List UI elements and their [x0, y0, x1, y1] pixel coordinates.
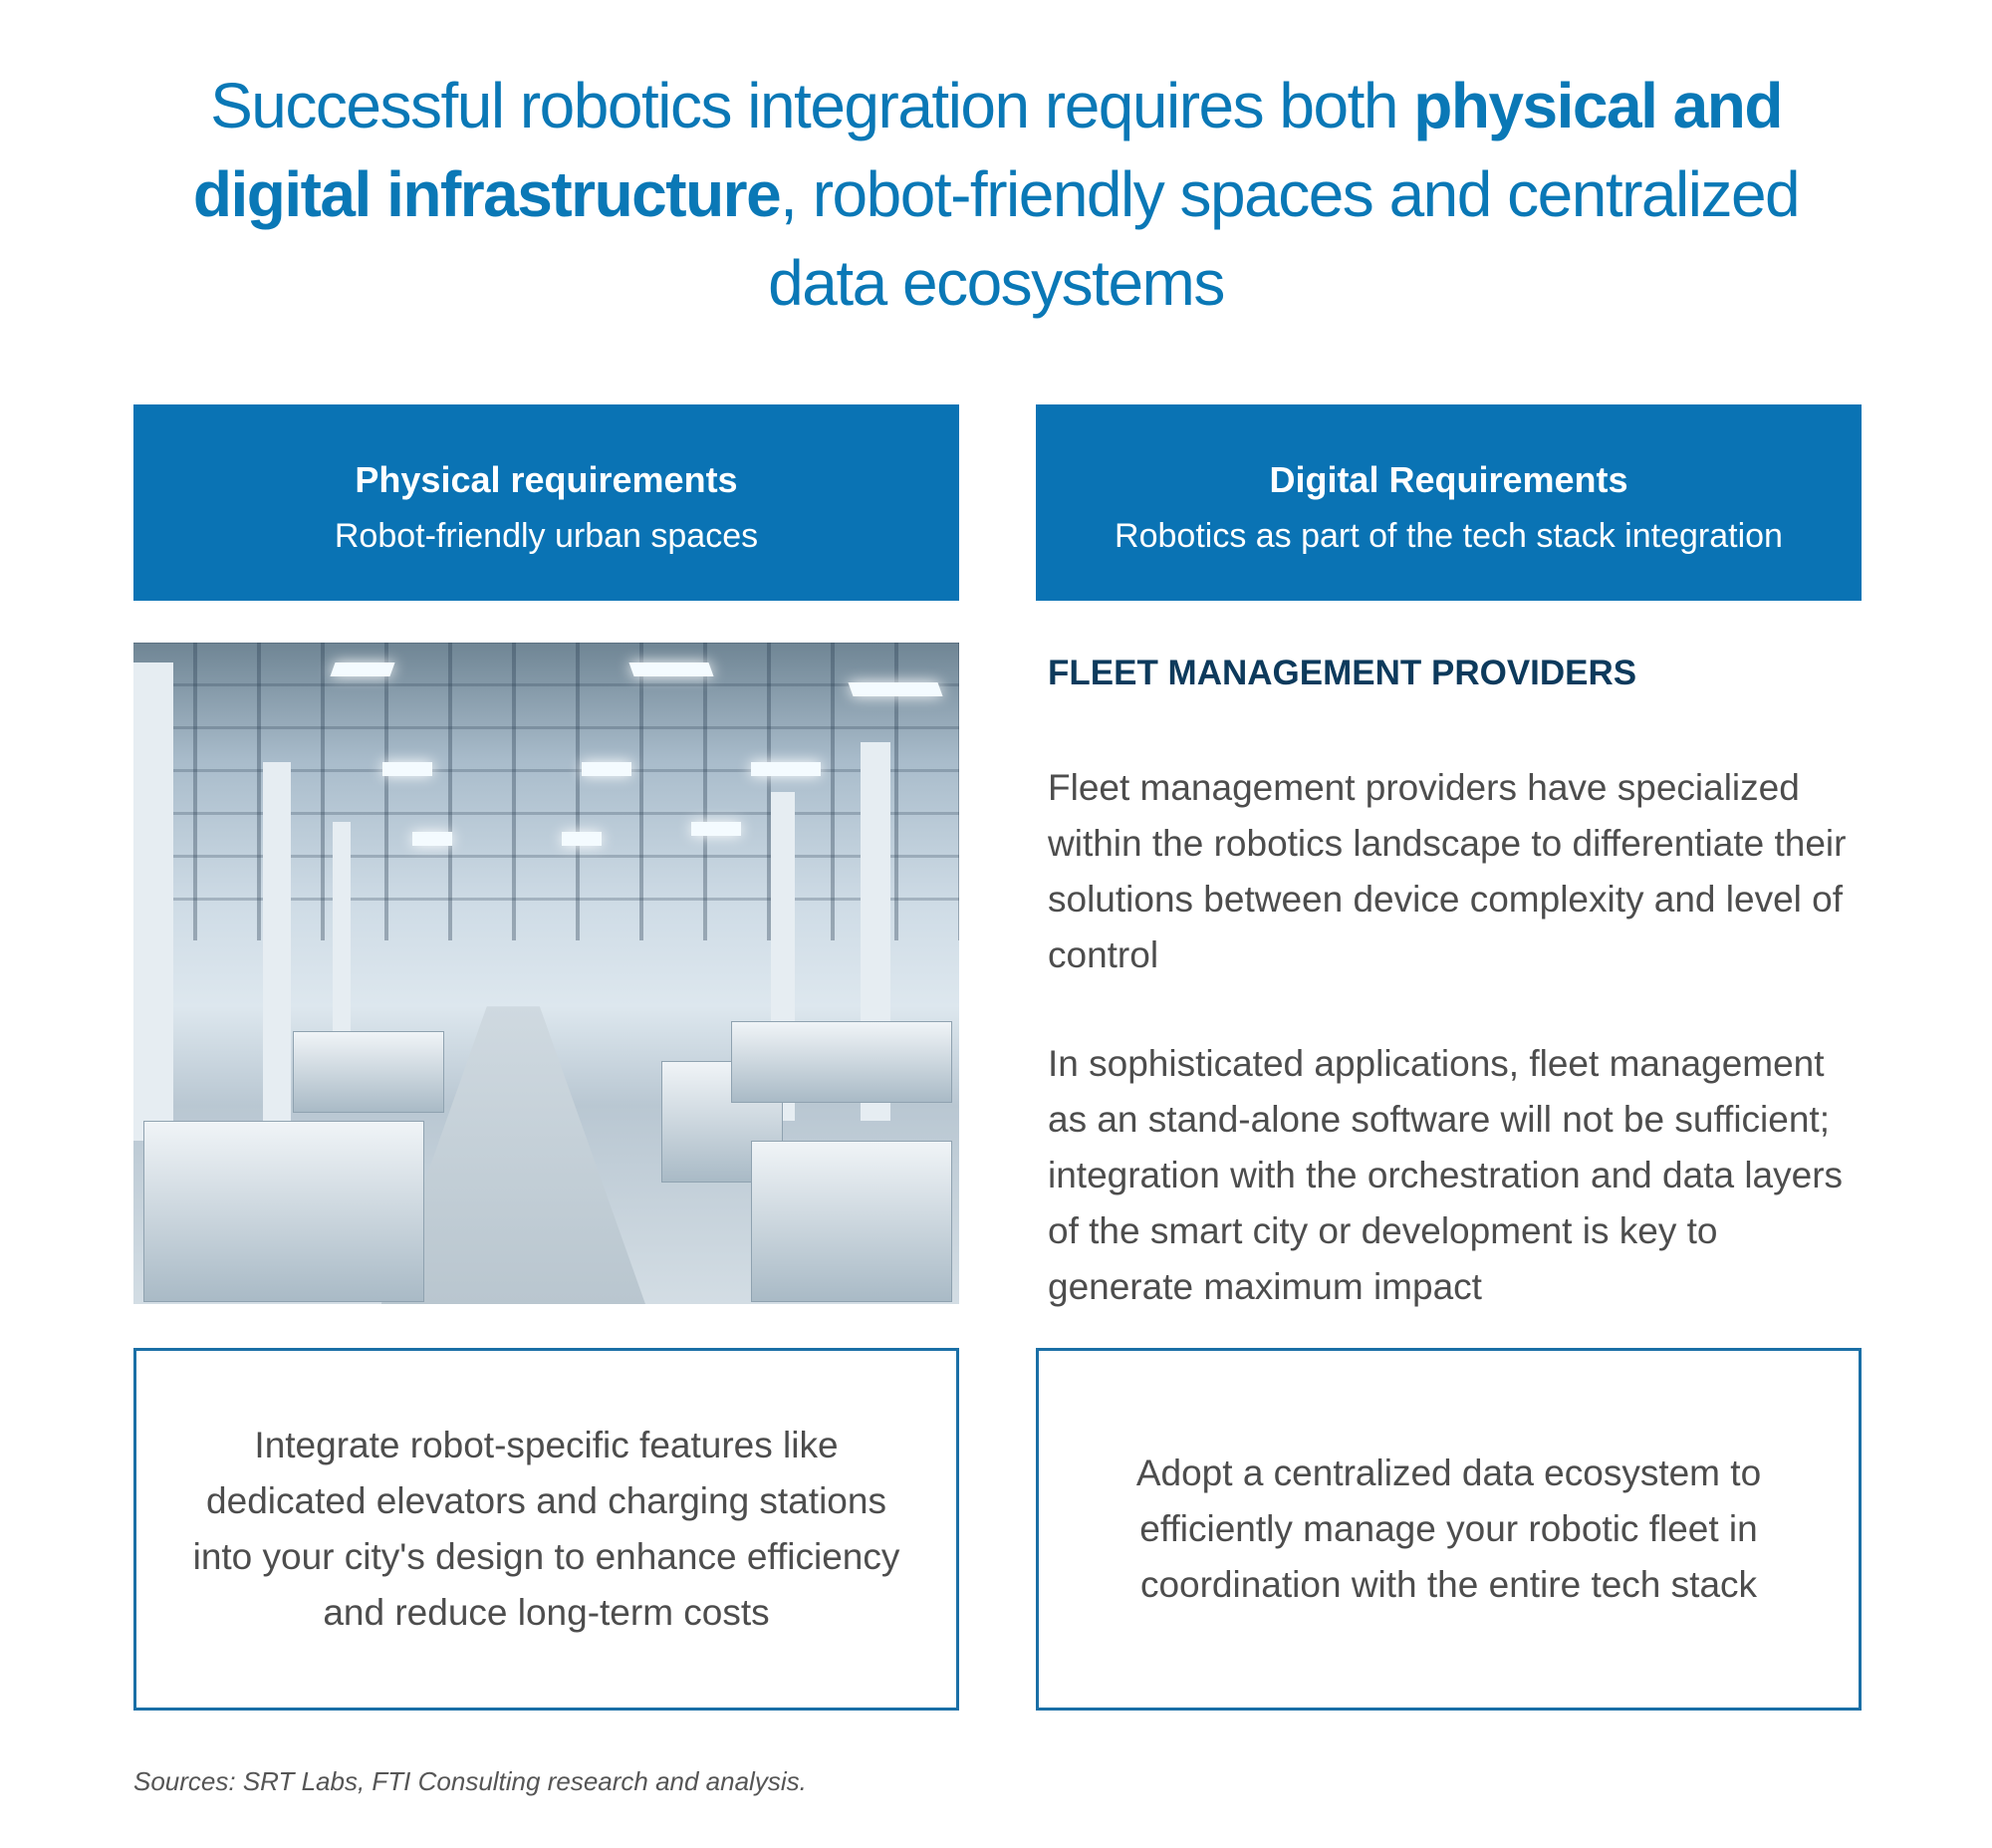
- digital-requirements-header: Digital Requirements Robotics as part of…: [1036, 404, 1862, 601]
- physical-requirements-header: Physical requirements Robot-friendly urb…: [133, 404, 959, 601]
- fleet-paragraph-1: Fleet management providers have speciali…: [1048, 767, 1847, 975]
- physical-heading: Physical requirements: [355, 459, 738, 500]
- digital-recommendation-box: Adopt a centralized data ecosystem to ef…: [1036, 1348, 1862, 1711]
- title-emphasis: physical and digital infrastructure: [192, 70, 1784, 230]
- factory-photo: [133, 643, 959, 1304]
- fleet-management-heading: FLEET MANAGEMENT PROVIDERS: [1048, 654, 1637, 692]
- fleet-paragraph-2: In sophisticated applications, fleet man…: [1048, 1043, 1844, 1307]
- page-title: Successful robotics integration requires…: [149, 62, 1843, 328]
- title-text-end: , robot-friendly spaces and centralized …: [768, 158, 1801, 319]
- sources-note: Sources: SRT Labs, FTI Consulting resear…: [133, 1766, 807, 1796]
- physical-recommendation-box: Integrate robot-specific features like d…: [133, 1348, 959, 1711]
- physical-recommendation-text: Integrate robot-specific features like d…: [192, 1425, 900, 1633]
- digital-subheading: Robotics as part of the tech stack integ…: [1115, 517, 1783, 555]
- physical-subheading: Robot-friendly urban spaces: [334, 517, 759, 555]
- digital-recommendation-text: Adopt a centralized data ecosystem to ef…: [1135, 1452, 1762, 1605]
- digital-heading: Digital Requirements: [1269, 459, 1628, 500]
- title-text: Successful robotics integration requires…: [210, 70, 1414, 141]
